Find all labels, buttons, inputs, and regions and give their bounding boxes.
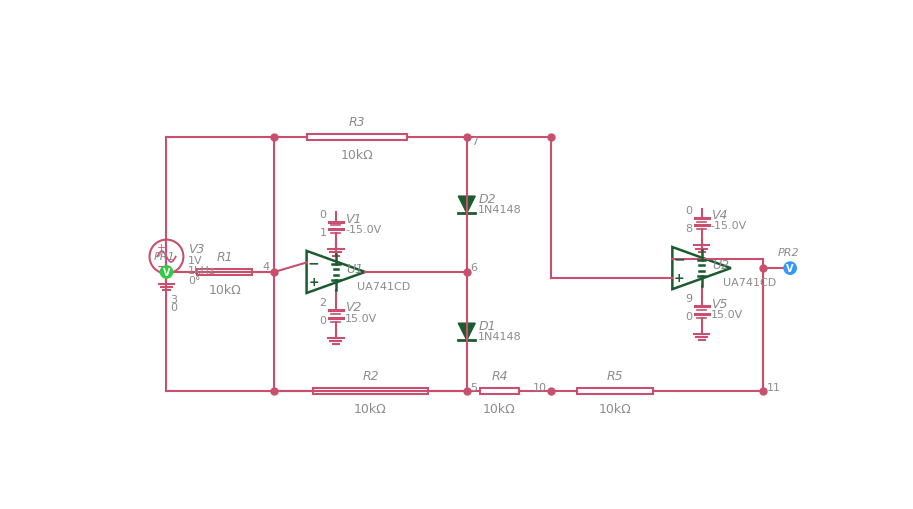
Text: -15.0V: -15.0V <box>345 225 382 235</box>
Text: R5: R5 <box>606 370 624 382</box>
Text: V: V <box>786 264 794 273</box>
Text: 1N4148: 1N4148 <box>478 331 522 342</box>
Text: 1N4148: 1N4148 <box>478 205 522 215</box>
Text: V3: V3 <box>188 243 205 256</box>
Text: −: − <box>308 256 320 270</box>
Text: V4: V4 <box>711 209 728 222</box>
Text: 15.0V: 15.0V <box>711 309 743 319</box>
Bar <box>197 269 252 275</box>
Text: 9: 9 <box>686 294 692 304</box>
Text: PR2: PR2 <box>778 248 800 258</box>
Text: 8: 8 <box>686 223 692 233</box>
Text: 4: 4 <box>263 261 269 271</box>
Text: 11: 11 <box>767 382 781 392</box>
Text: +: + <box>674 271 685 285</box>
Polygon shape <box>458 196 476 214</box>
Text: PR1: PR1 <box>154 251 175 262</box>
Text: V5: V5 <box>711 297 728 310</box>
Text: 3: 3 <box>171 294 177 304</box>
Bar <box>480 388 519 394</box>
Bar <box>313 388 428 394</box>
Polygon shape <box>458 324 476 341</box>
Text: 7: 7 <box>470 137 477 147</box>
Text: V: V <box>163 267 170 277</box>
Text: 10kΩ: 10kΩ <box>208 283 241 296</box>
Text: 10kΩ: 10kΩ <box>354 402 387 415</box>
Text: 0: 0 <box>320 316 327 325</box>
Text: R3: R3 <box>349 116 365 129</box>
Text: V1: V1 <box>345 213 362 225</box>
Text: 10kΩ: 10kΩ <box>599 402 632 415</box>
Bar <box>308 135 406 141</box>
Text: -15.0V: -15.0V <box>711 221 747 231</box>
Text: 0: 0 <box>686 206 692 216</box>
Text: U2: U2 <box>712 258 729 271</box>
Text: 0: 0 <box>171 302 177 312</box>
Text: 0°: 0° <box>188 276 201 286</box>
Text: 6: 6 <box>470 263 477 273</box>
Text: 2: 2 <box>320 298 327 307</box>
Circle shape <box>161 266 173 278</box>
Text: U1: U1 <box>347 262 363 275</box>
Circle shape <box>784 263 796 275</box>
Text: 0: 0 <box>320 210 327 219</box>
Text: −: − <box>157 261 167 273</box>
Text: 5: 5 <box>470 382 477 392</box>
Text: 10: 10 <box>533 382 547 392</box>
Text: 1V: 1V <box>188 256 203 266</box>
Text: R1: R1 <box>216 250 233 263</box>
Text: R2: R2 <box>362 370 379 382</box>
Text: 0: 0 <box>686 312 692 322</box>
Text: V2: V2 <box>345 301 362 314</box>
Text: UA741CD: UA741CD <box>723 277 776 288</box>
Text: D1: D1 <box>478 319 496 332</box>
Text: −: − <box>674 252 685 266</box>
Text: UA741CD: UA741CD <box>357 281 411 291</box>
Text: 10kΩ: 10kΩ <box>483 402 516 415</box>
Text: D2: D2 <box>478 192 496 206</box>
Text: R4: R4 <box>491 370 508 382</box>
Text: 10kΩ: 10kΩ <box>341 149 373 162</box>
Bar <box>577 388 653 394</box>
Text: 15.0V: 15.0V <box>345 313 377 323</box>
Text: 1kHz: 1kHz <box>188 266 215 276</box>
Text: +: + <box>157 242 166 252</box>
Text: 1: 1 <box>320 227 327 237</box>
Text: +: + <box>309 275 319 289</box>
